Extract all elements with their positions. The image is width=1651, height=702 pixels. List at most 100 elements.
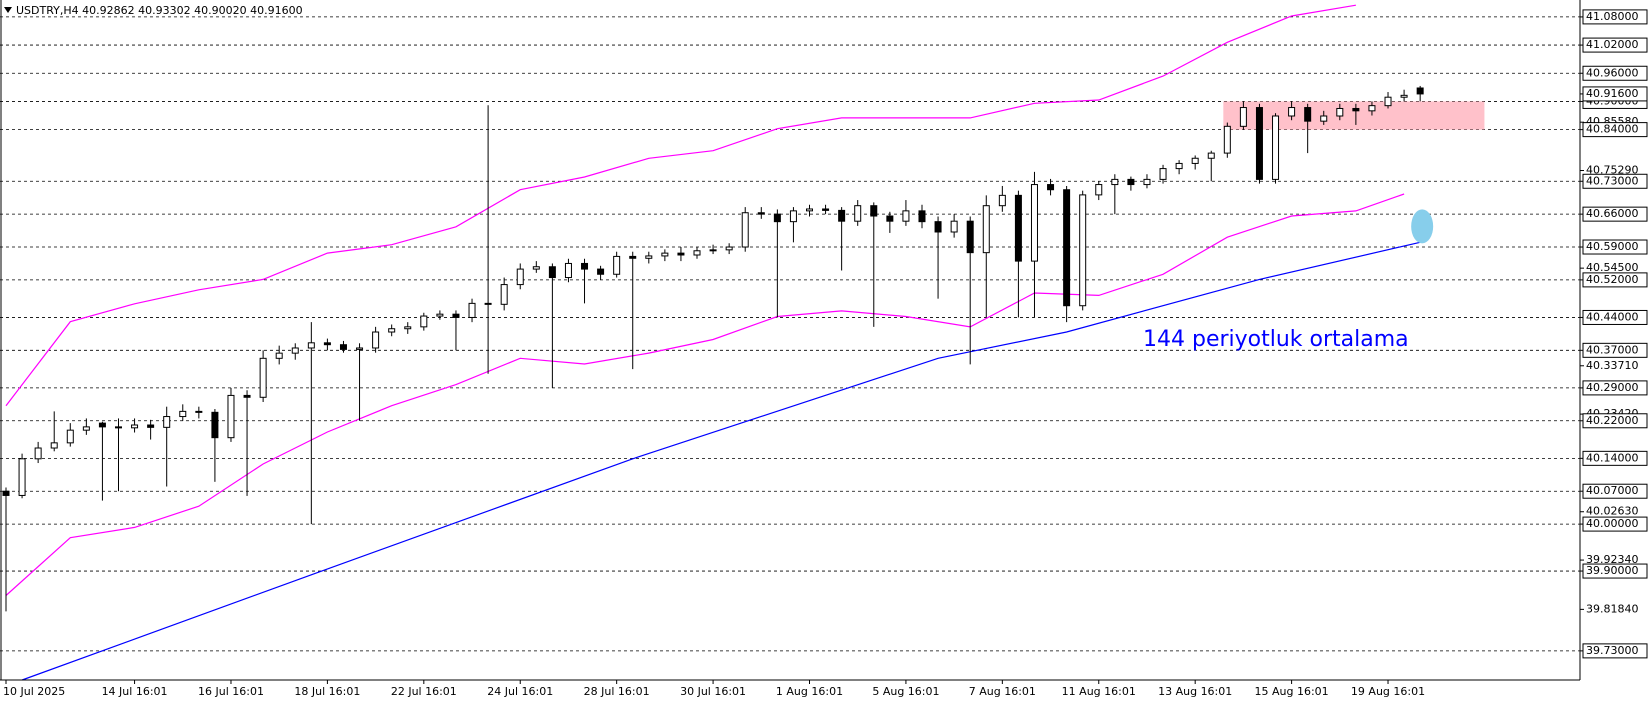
- candle-body: [1336, 107, 1344, 117]
- y-tick-label: 40.02630: [1586, 505, 1639, 518]
- candle-body: [1223, 125, 1231, 154]
- candle-body: [629, 255, 637, 259]
- candle-body: [1400, 94, 1408, 98]
- candle-body: [822, 208, 830, 211]
- candle-body: [693, 250, 701, 256]
- candle-body: [259, 357, 267, 398]
- candle-body: [870, 205, 878, 217]
- x-tick-label: 7 Aug 16:01: [969, 685, 1036, 698]
- label-box: [1582, 206, 1648, 222]
- candle-body: [902, 210, 910, 222]
- candle-body: [388, 328, 396, 333]
- y-tick-label: 39.81840: [1586, 602, 1639, 615]
- level-label: 40.37000: [1586, 343, 1639, 356]
- candle-body: [1255, 107, 1263, 180]
- candle-body: [227, 394, 235, 439]
- candle-body: [500, 284, 508, 305]
- candle-body: [1047, 184, 1055, 191]
- candle-body: [1143, 178, 1151, 186]
- candle-body: [934, 221, 942, 233]
- candle-body: [339, 344, 347, 350]
- candle-body: [725, 246, 733, 251]
- lower-band: [5, 193, 1405, 596]
- candle-body: [854, 205, 862, 222]
- candle-body: [789, 210, 797, 223]
- candle-body: [1030, 184, 1038, 262]
- candle-body: [1368, 105, 1376, 112]
- candle-body: [645, 255, 653, 259]
- candle-body: [564, 262, 572, 279]
- candle-body: [372, 331, 380, 349]
- candle-body: [1191, 157, 1199, 164]
- x-tick-label: 5 Aug 16:01: [872, 685, 939, 698]
- candle-body: [982, 205, 990, 254]
- candle-body: [1352, 107, 1360, 112]
- candle-body: [1239, 107, 1247, 127]
- candle-body: [18, 458, 26, 496]
- candle-body: [581, 262, 589, 270]
- x-tick-label: 15 Aug 16:01: [1255, 685, 1329, 698]
- label-box: [1582, 86, 1648, 102]
- candle-body: [548, 266, 556, 279]
- label-box: [1582, 272, 1648, 288]
- highlight-dot: [1411, 209, 1434, 244]
- candle-body: [838, 209, 846, 222]
- candle-body: [275, 352, 283, 359]
- level-label: 39.73000: [1586, 644, 1639, 657]
- candle-body: [918, 210, 926, 223]
- candle-body: [404, 326, 412, 330]
- current-price-label: 40.91600: [1586, 87, 1639, 100]
- candle-body: [1014, 194, 1022, 262]
- level-label: 40.00000: [1586, 517, 1639, 530]
- label-box: [1582, 309, 1648, 325]
- candle-body: [82, 426, 90, 431]
- x-tick-label: 22 Jul 16:01: [391, 685, 457, 698]
- candle-body: [179, 410, 187, 418]
- label-box: [1582, 342, 1648, 358]
- candle-body: [98, 422, 106, 428]
- x-tick-label: 16 Jul 16:01: [198, 685, 264, 698]
- candle-body: [741, 212, 749, 248]
- candle-body: [1272, 115, 1280, 180]
- candle-body: [1159, 168, 1167, 180]
- candle-body: [484, 302, 492, 305]
- candle-body: [677, 252, 685, 256]
- candle-body: [34, 447, 42, 460]
- x-tick-label: 10 Jul 2025: [3, 685, 65, 698]
- candle-body: [66, 429, 74, 444]
- candle-body: [195, 410, 203, 413]
- menu-arrow[interactable]: [4, 7, 12, 13]
- level-label: 40.29000: [1586, 381, 1639, 394]
- moving-average: [21, 241, 1421, 681]
- candle-body: [806, 208, 813, 212]
- chart-title: USDTRY,H4 40.92862 40.93302 40.90020 40.…: [16, 4, 303, 17]
- label-box: [1582, 37, 1648, 53]
- candle-body: [468, 302, 476, 318]
- label-box: [1582, 122, 1648, 138]
- label-box: [1582, 563, 1648, 579]
- candle-body: [147, 424, 155, 428]
- y-tick-label: 40.54500: [1586, 261, 1639, 274]
- x-tick-label: 19 Aug 16:01: [1351, 685, 1425, 698]
- candle-body: [950, 220, 958, 233]
- candle-body: [1063, 189, 1071, 307]
- candle-body: [1095, 184, 1103, 196]
- level-label: 40.84000: [1586, 123, 1639, 136]
- label-box: [1582, 413, 1648, 429]
- candle-body: [2, 490, 10, 496]
- candle-body: [1416, 87, 1424, 95]
- level-label: 41.02000: [1586, 38, 1639, 51]
- candle-body: [1079, 194, 1087, 307]
- x-tick-label: 13 Aug 16:01: [1158, 685, 1232, 698]
- candle-body: [757, 212, 765, 215]
- level-label: 40.96000: [1586, 66, 1639, 79]
- label-box: [1582, 239, 1648, 255]
- candle-body: [516, 268, 524, 286]
- candle-body: [613, 255, 621, 275]
- level-label: 40.44000: [1586, 310, 1639, 323]
- label-box: [1582, 643, 1648, 659]
- level-label: 40.73000: [1586, 174, 1639, 187]
- x-tick-label: 30 Jul 16:01: [680, 685, 746, 698]
- label-box: [1582, 516, 1648, 532]
